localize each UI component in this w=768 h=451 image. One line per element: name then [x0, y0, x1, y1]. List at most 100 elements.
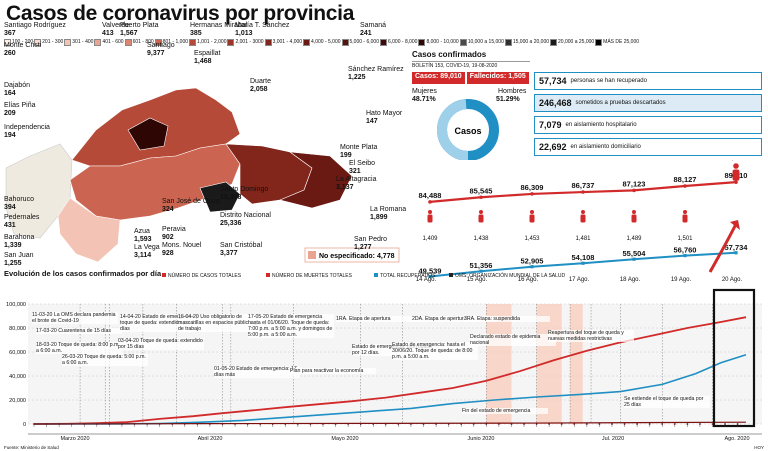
recovered-value: 57,734: [725, 243, 749, 252]
province-name: Santiago: [147, 42, 175, 49]
annotation: 2DA. Etapa de apertura: [412, 316, 498, 322]
province-label: María T. Sánchez 1,013: [235, 22, 297, 38]
recovered-point: [530, 265, 534, 269]
recovered-value: 49,539: [419, 266, 442, 275]
cases-point: [581, 190, 585, 194]
cases-value: 86,309: [521, 183, 544, 192]
legend-item: 1,001 - 2,000: [189, 38, 226, 46]
province-value: 1,567: [120, 30, 138, 37]
evolution-chart: Evolución de los casos confirmados por d…: [4, 269, 764, 450]
gender-donut: Casos: [437, 99, 499, 160]
legend-item: 100 - 200: [4, 38, 34, 46]
stat-text: sometidos a pruebas descartados: [575, 100, 666, 106]
legend-item: 2,001 - 3000: [227, 38, 264, 46]
annotation: 16-04-20 Uso obligatorio de mascarillas …: [178, 314, 264, 332]
unspecified-swatch: [308, 251, 316, 259]
month-label: Marzo 2020: [60, 436, 89, 442]
province-label: Espaillat 1,468: [194, 50, 256, 66]
men-label: Hombres: [498, 88, 527, 95]
annotation: 18-03-20 Toque de queda: 8:00 p.m. a 6:0…: [36, 342, 122, 354]
evolution-title: Evolución de los casos confirmados por d…: [4, 269, 162, 278]
province-name: San José de Ocoa: [162, 198, 220, 205]
province-value: 1,339: [4, 242, 22, 249]
deaths-value: 1,481: [575, 236, 591, 242]
death-dot: [171, 423, 174, 425]
death-dot: [573, 423, 576, 425]
confirmed-panel: Casos confirmados BOLETÍN 153, COVID-19,…: [410, 48, 765, 160]
annotation: Declarado estado de epidemia nacional: [470, 334, 556, 346]
dr-santiago: [127, 117, 169, 151]
death-dot: [673, 423, 676, 425]
province-value: 3,377: [220, 250, 238, 257]
annotation: Fin del estado de emergencia: [462, 408, 548, 414]
deaths-value: 1,501: [677, 236, 693, 242]
death-dot: [246, 423, 249, 425]
legend-label: 6,000 - 8,000: [387, 39, 418, 45]
legend-item: 3,001 - 4,000: [264, 38, 302, 46]
legend-swatch: [124, 38, 132, 46]
annotation: 17-03-20 Cuarentena de 15 días: [36, 328, 122, 334]
legend-item: 20,000 a 25,000: [550, 38, 594, 46]
legend-swatch: [4, 38, 11, 46]
y-tick-label: 0: [23, 422, 26, 428]
stat-value: 246,468: [539, 98, 572, 108]
dr-southwest: [57, 197, 121, 263]
death-person-icon: [580, 210, 586, 223]
deaths-value: 1,438: [473, 236, 489, 242]
province-value: 194: [4, 132, 16, 139]
legend-label: 100 - 200: [12, 39, 34, 45]
stat-row: 57,734 personas se han recuperado: [534, 72, 762, 90]
death-dot: [322, 423, 324, 425]
legend-item: 10,000 a 15,000: [459, 38, 504, 46]
x-tick-label: 17 Ago.: [569, 277, 590, 283]
cases-value: 87,123: [623, 179, 646, 188]
province-label: Dajabón 164: [4, 82, 66, 98]
recovered-point: [581, 261, 585, 265]
legend-item: 6,000 - 8,000: [379, 38, 418, 46]
province-value: 260: [4, 50, 16, 57]
province-name: Peravia: [162, 226, 186, 233]
death-dot: [221, 423, 224, 425]
death-dot: [686, 423, 689, 425]
deaths-value: 1,409: [422, 236, 438, 242]
death-dot: [460, 423, 463, 425]
legend-text: NÚMERO DE MUERTES TOTALES: [272, 272, 353, 279]
death-person-icon: [427, 210, 433, 223]
cases-value: 88,127: [674, 175, 697, 184]
province-label: Barahona 1,339: [4, 234, 66, 250]
death-dot: [648, 423, 651, 425]
recovered-value: 55,504: [623, 249, 647, 258]
legend-marker: [266, 273, 270, 277]
dr-capital: [199, 181, 241, 213]
death-dot: [611, 423, 613, 425]
annotation: Plan para reactivar la economía: [290, 368, 376, 374]
province-value: 1,899: [370, 214, 388, 221]
province-value: 241: [360, 30, 372, 37]
death-dot: [359, 423, 362, 425]
cases-point: [683, 184, 687, 188]
legend-marker: [374, 273, 378, 277]
weekly-trend-chart: 84,488 49,539 1,409 14 Ago. 85,545 51,356 1,43…: [416, 160, 749, 283]
stat-value: 22,692: [539, 142, 567, 152]
men-pct: 51.29%: [496, 96, 520, 103]
province-value: 147: [366, 118, 378, 125]
legend-label: 10,000 a 15,000: [467, 39, 504, 45]
province-label: Independencia 194: [4, 124, 66, 140]
women-pct: 48.71%: [412, 96, 436, 103]
province-label: La Vega 3,114: [134, 244, 196, 260]
province-value: 367: [4, 30, 16, 37]
province-value: 25,336: [220, 220, 242, 227]
province-label: Elías Piña 209: [4, 102, 66, 118]
province-value: 1,255: [4, 260, 22, 267]
dr-far-east: [279, 151, 353, 209]
province-name: Duarte: [250, 78, 272, 85]
province-name: Azua: [134, 228, 150, 235]
province-value: 394: [4, 204, 16, 211]
death-dot: [535, 423, 538, 425]
legend-item: 4,000 - 5,000: [303, 38, 341, 46]
x-tick-label: 14 Ago.: [416, 277, 437, 283]
donut-center-label: Casos: [454, 126, 481, 136]
legend-swatch: [34, 38, 42, 46]
province-value: 2,058: [250, 86, 268, 93]
deaths-badge: Fallecidos: 1,505: [466, 72, 529, 84]
